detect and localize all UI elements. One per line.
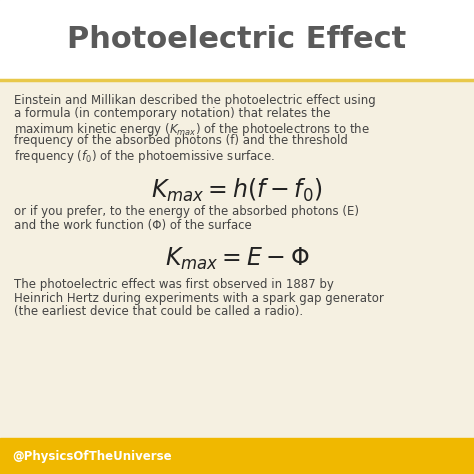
Bar <box>0 0 474 80</box>
Text: (the earliest device that could be called a radio).: (the earliest device that could be calle… <box>14 305 303 318</box>
Text: The photoelectric effect was first observed in 1887 by: The photoelectric effect was first obser… <box>14 278 334 291</box>
Text: @PhysicsOfTheUniverse: @PhysicsOfTheUniverse <box>12 450 172 463</box>
Text: $K_{max} = h(f - f_0)$: $K_{max} = h(f - f_0)$ <box>151 177 323 204</box>
Text: a formula (in contemporary notation) that relates the: a formula (in contemporary notation) tha… <box>14 107 330 120</box>
Text: $K_{max} = E - \Phi$: $K_{max} = E - \Phi$ <box>165 246 309 273</box>
Text: frequency of the absorbed photons (f) and the threshold: frequency of the absorbed photons (f) an… <box>14 134 348 147</box>
Text: Photoelectric Effect: Photoelectric Effect <box>67 25 407 55</box>
Bar <box>0 438 474 474</box>
Text: or if you prefer, to the energy of the absorbed photons (E): or if you prefer, to the energy of the a… <box>14 205 359 218</box>
Text: and the work function (Φ) of the surface: and the work function (Φ) of the surface <box>14 219 252 232</box>
Text: maximum kinetic energy ($K_{max}$) of the photoelectrons to the: maximum kinetic energy ($K_{max}$) of th… <box>14 120 370 137</box>
Text: Einstein and Millikan described the photoelectric effect using: Einstein and Millikan described the phot… <box>14 94 376 107</box>
Text: Heinrich Hertz during experiments with a spark gap generator: Heinrich Hertz during experiments with a… <box>14 292 384 305</box>
Text: frequency ($f_0$) of the photoemissive surface.: frequency ($f_0$) of the photoemissive s… <box>14 147 275 164</box>
